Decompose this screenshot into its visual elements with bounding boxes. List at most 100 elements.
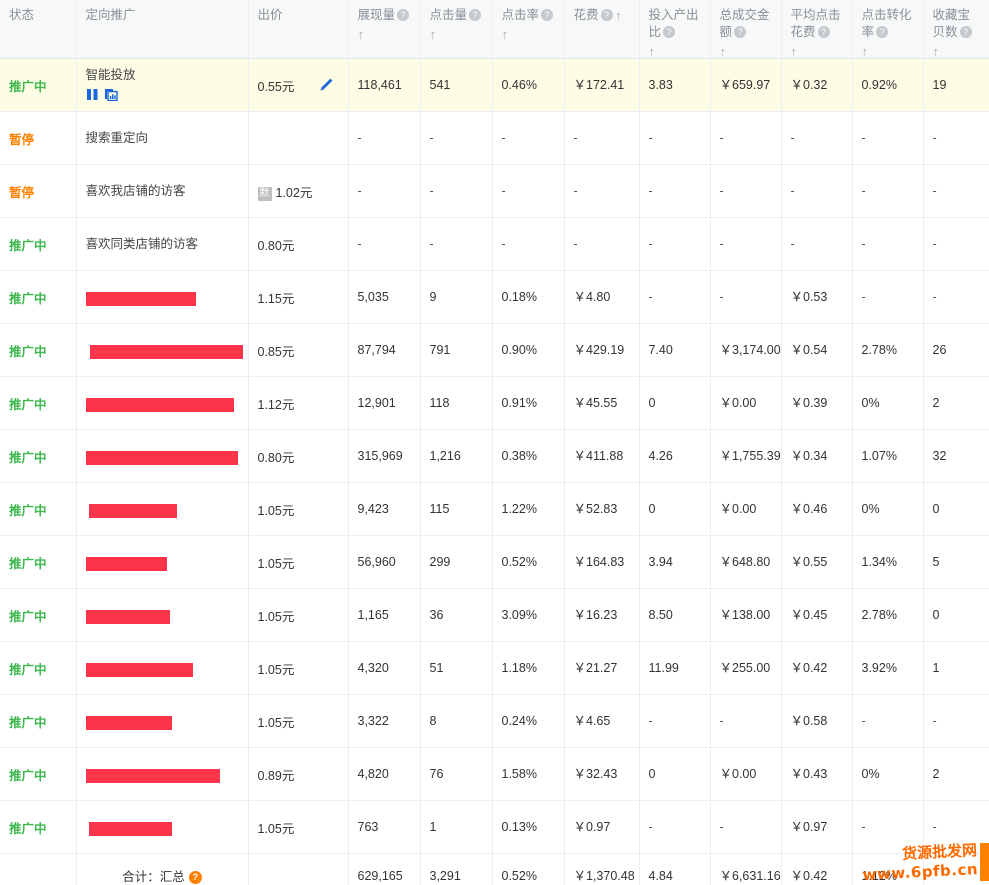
status-badge[interactable]: 推广中 [9,79,47,94]
cell-value: 1.12% [861,868,897,883]
cell-value: 3,322 [357,714,389,728]
column-header-gmv[interactable]: 总成交金额? ↑ [710,0,782,59]
cell-value: - [932,714,937,728]
row-bid-cell[interactable]: 0.55元 [248,58,349,112]
row-name-label[interactable]: 智能投放 [85,68,136,82]
row-name-cell: 智能投放 [76,58,249,112]
status-badge[interactable]: 推广中 [9,291,47,306]
table-row[interactable]: 暂停 搜索重定向 - - - - - - - - - [0,111,989,165]
redacted-name [86,503,239,518]
sort-ascending-icon[interactable]: ↑ [501,27,509,42]
status-badge[interactable]: 推广中 [9,662,47,677]
sort-ascending-icon[interactable]: ↑ [719,44,727,59]
help-icon[interactable]: ? [188,871,202,885]
sort-ascending-icon[interactable]: ↑ [932,44,940,59]
row-name-label[interactable]: 搜索重定向 [85,131,149,145]
status-badge[interactable]: 推广中 [9,768,47,783]
row-status-cell: 推广中 [0,58,77,112]
sort-ascending-icon[interactable]: ↑ [861,44,869,59]
row-cost-cell: ￥172.41 [564,58,640,112]
cell-value: 1.07% [861,449,897,463]
table-row[interactable]: 推广中 1.15元 5,035 9 0.18% ￥4.80 - - ￥0.53 - - [0,270,989,324]
row-cvr-cell: - [852,270,924,324]
row-imp-cell: 315,969 [348,429,421,483]
table-row[interactable]: 推广中 0.89元 4,820 76 1.58% ￥32.43 0 ￥0.00 ￥0.43 0% 2 [0,747,989,801]
row-clk-cell: - [420,111,493,165]
status-badge[interactable]: 推广中 [9,715,47,730]
table-row[interactable]: 推广中 0.85元 87,794 791 0.90% ￥429.19 7.40 ￥3,174.… [0,323,989,377]
edit-pencil-icon[interactable] [318,77,334,96]
cell-value: 3.94 [648,555,673,569]
row-cpc-cell: ￥0.45 [781,588,853,642]
cell-value: 0.91% [501,396,537,410]
report-chart-icon[interactable] [104,88,118,104]
status-badge[interactable]: 推广中 [9,450,47,465]
summary-roi-cell: 4.84 [639,853,711,885]
row-roi-cell: 7.40 [639,323,711,377]
cell-value: 19 [932,78,947,92]
cell-value: ￥0.58 [790,714,828,728]
sort-ascending-icon[interactable]: ↑ [648,44,656,59]
table-row[interactable]: 推广中 1.05元 9,423 115 1.22% ￥52.83 0 ￥0.00 ￥0.46 0%… [0,482,989,536]
status-badge[interactable]: 推广中 [9,821,47,836]
table-row[interactable]: 推广中 喜欢同类店铺的访客 0.80元 - - - - - - - - - [0,217,989,271]
help-icon[interactable]: ? [663,26,676,38]
status-badge[interactable]: 推广中 [9,344,47,359]
sort-ascending-icon[interactable]: ↑ [357,27,365,42]
row-ctr-cell: - [492,111,565,165]
table-row[interactable]: 推广中 1.05元 4,320 51 1.18% ￥21.27 11.99 ￥255.00 ￥0… [0,641,989,695]
column-header-fav[interactable]: 收藏宝贝数? ↑ [923,0,989,59]
status-badge[interactable]: 暂停 [9,185,35,200]
help-icon[interactable]: ? [541,9,554,21]
status-badge[interactable]: 推广中 [9,238,47,253]
table-row[interactable]: 推广中 1.05元 1,165 36 3.09% ￥16.23 8.50 ￥138.00 ￥0.… [0,588,989,642]
status-badge[interactable]: 暂停 [9,132,35,147]
row-cpc-cell: ￥0.53 [781,270,853,324]
pause-icon[interactable] [86,88,99,104]
table-row[interactable]: 推广中 1.05元 3,322 8 0.24% ￥4.65 - - ￥0.58 - - [0,694,989,748]
row-gmv-cell: - [710,164,782,218]
sort-ascending-icon[interactable]: ↑ [790,44,798,59]
table-row[interactable]: 推广中 1.12元 12,901 118 0.91% ￥45.55 0 ￥0.00 ￥0.39 0… [0,376,989,430]
help-icon[interactable]: ? [876,26,889,38]
row-name-label[interactable]: 喜欢我店铺的访客 [85,184,186,198]
help-icon[interactable]: ? [469,9,482,21]
table-row[interactable]: 推广中 智能投放 0.55元 118,461 541 0.46% ￥172.41 3.83 ￥6… [0,58,989,112]
help-icon[interactable]: ? [734,26,747,38]
column-header-ctr[interactable]: 点击率? ↑ [492,0,565,59]
row-name-cell: 搜索重定向 [76,111,249,165]
column-header-clk[interactable]: 点击量? ↑ [420,0,493,59]
row-cost-cell: ￥429.19 [564,323,640,377]
row-roi-cell: - [639,164,711,218]
cell-value: ￥0.55 [790,555,828,569]
table-row[interactable]: 推广中 1.05元 56,960 299 0.52% ￥164.83 3.94 ￥648.80… [0,535,989,589]
help-icon[interactable]: ? [817,26,830,38]
row-ctr-cell: 1.18% [492,641,565,695]
table-row[interactable]: 推广中 0.80元 315,969 1,216 0.38% ￥411.88 4.26 ￥1,7… [0,429,989,483]
column-header-imp[interactable]: 展现量? ↑ [348,0,421,59]
scrollbar-thumb[interactable] [980,843,989,881]
column-header-cvr[interactable]: 点击转化率? ↑ [852,0,924,59]
column-header-state: 状态 [0,0,77,59]
status-badge[interactable]: 推广中 [9,556,47,571]
row-name-label[interactable]: 喜欢同类店铺的访客 [85,237,199,251]
table-row[interactable]: 推广中 1.05元 763 1 0.13% ￥0.97 - - ￥0.97 - - [0,800,989,854]
help-icon[interactable]: ? [397,9,410,21]
sort-ascending-icon[interactable]: ↑ [429,27,437,42]
row-ctr-cell: 3.09% [492,588,565,642]
row-imp-cell: 4,820 [348,747,421,801]
row-cpc-cell: ￥0.34 [781,429,853,483]
help-icon[interactable]: ? [959,26,972,38]
status-badge[interactable]: 推广中 [9,397,47,412]
sort-ascending-icon[interactable]: ↑ [615,8,623,23]
column-header-cost[interactable]: 花费? ↑ [564,0,640,59]
summary-empty-state [0,853,77,885]
status-badge[interactable]: 推广中 [9,503,47,518]
help-icon[interactable]: ? [600,9,613,21]
column-header-cpc[interactable]: 平均点击花费? ↑ [781,0,853,59]
column-header-label-wrap: 平均点击花费? [791,7,843,41]
table-row[interactable]: 暂停 喜欢我店铺的访客默 1.02元 - - - - - - - - - [0,164,989,218]
status-badge[interactable]: 推广中 [9,609,47,624]
column-header-roi[interactable]: 投入产出比? ↑ [639,0,711,59]
